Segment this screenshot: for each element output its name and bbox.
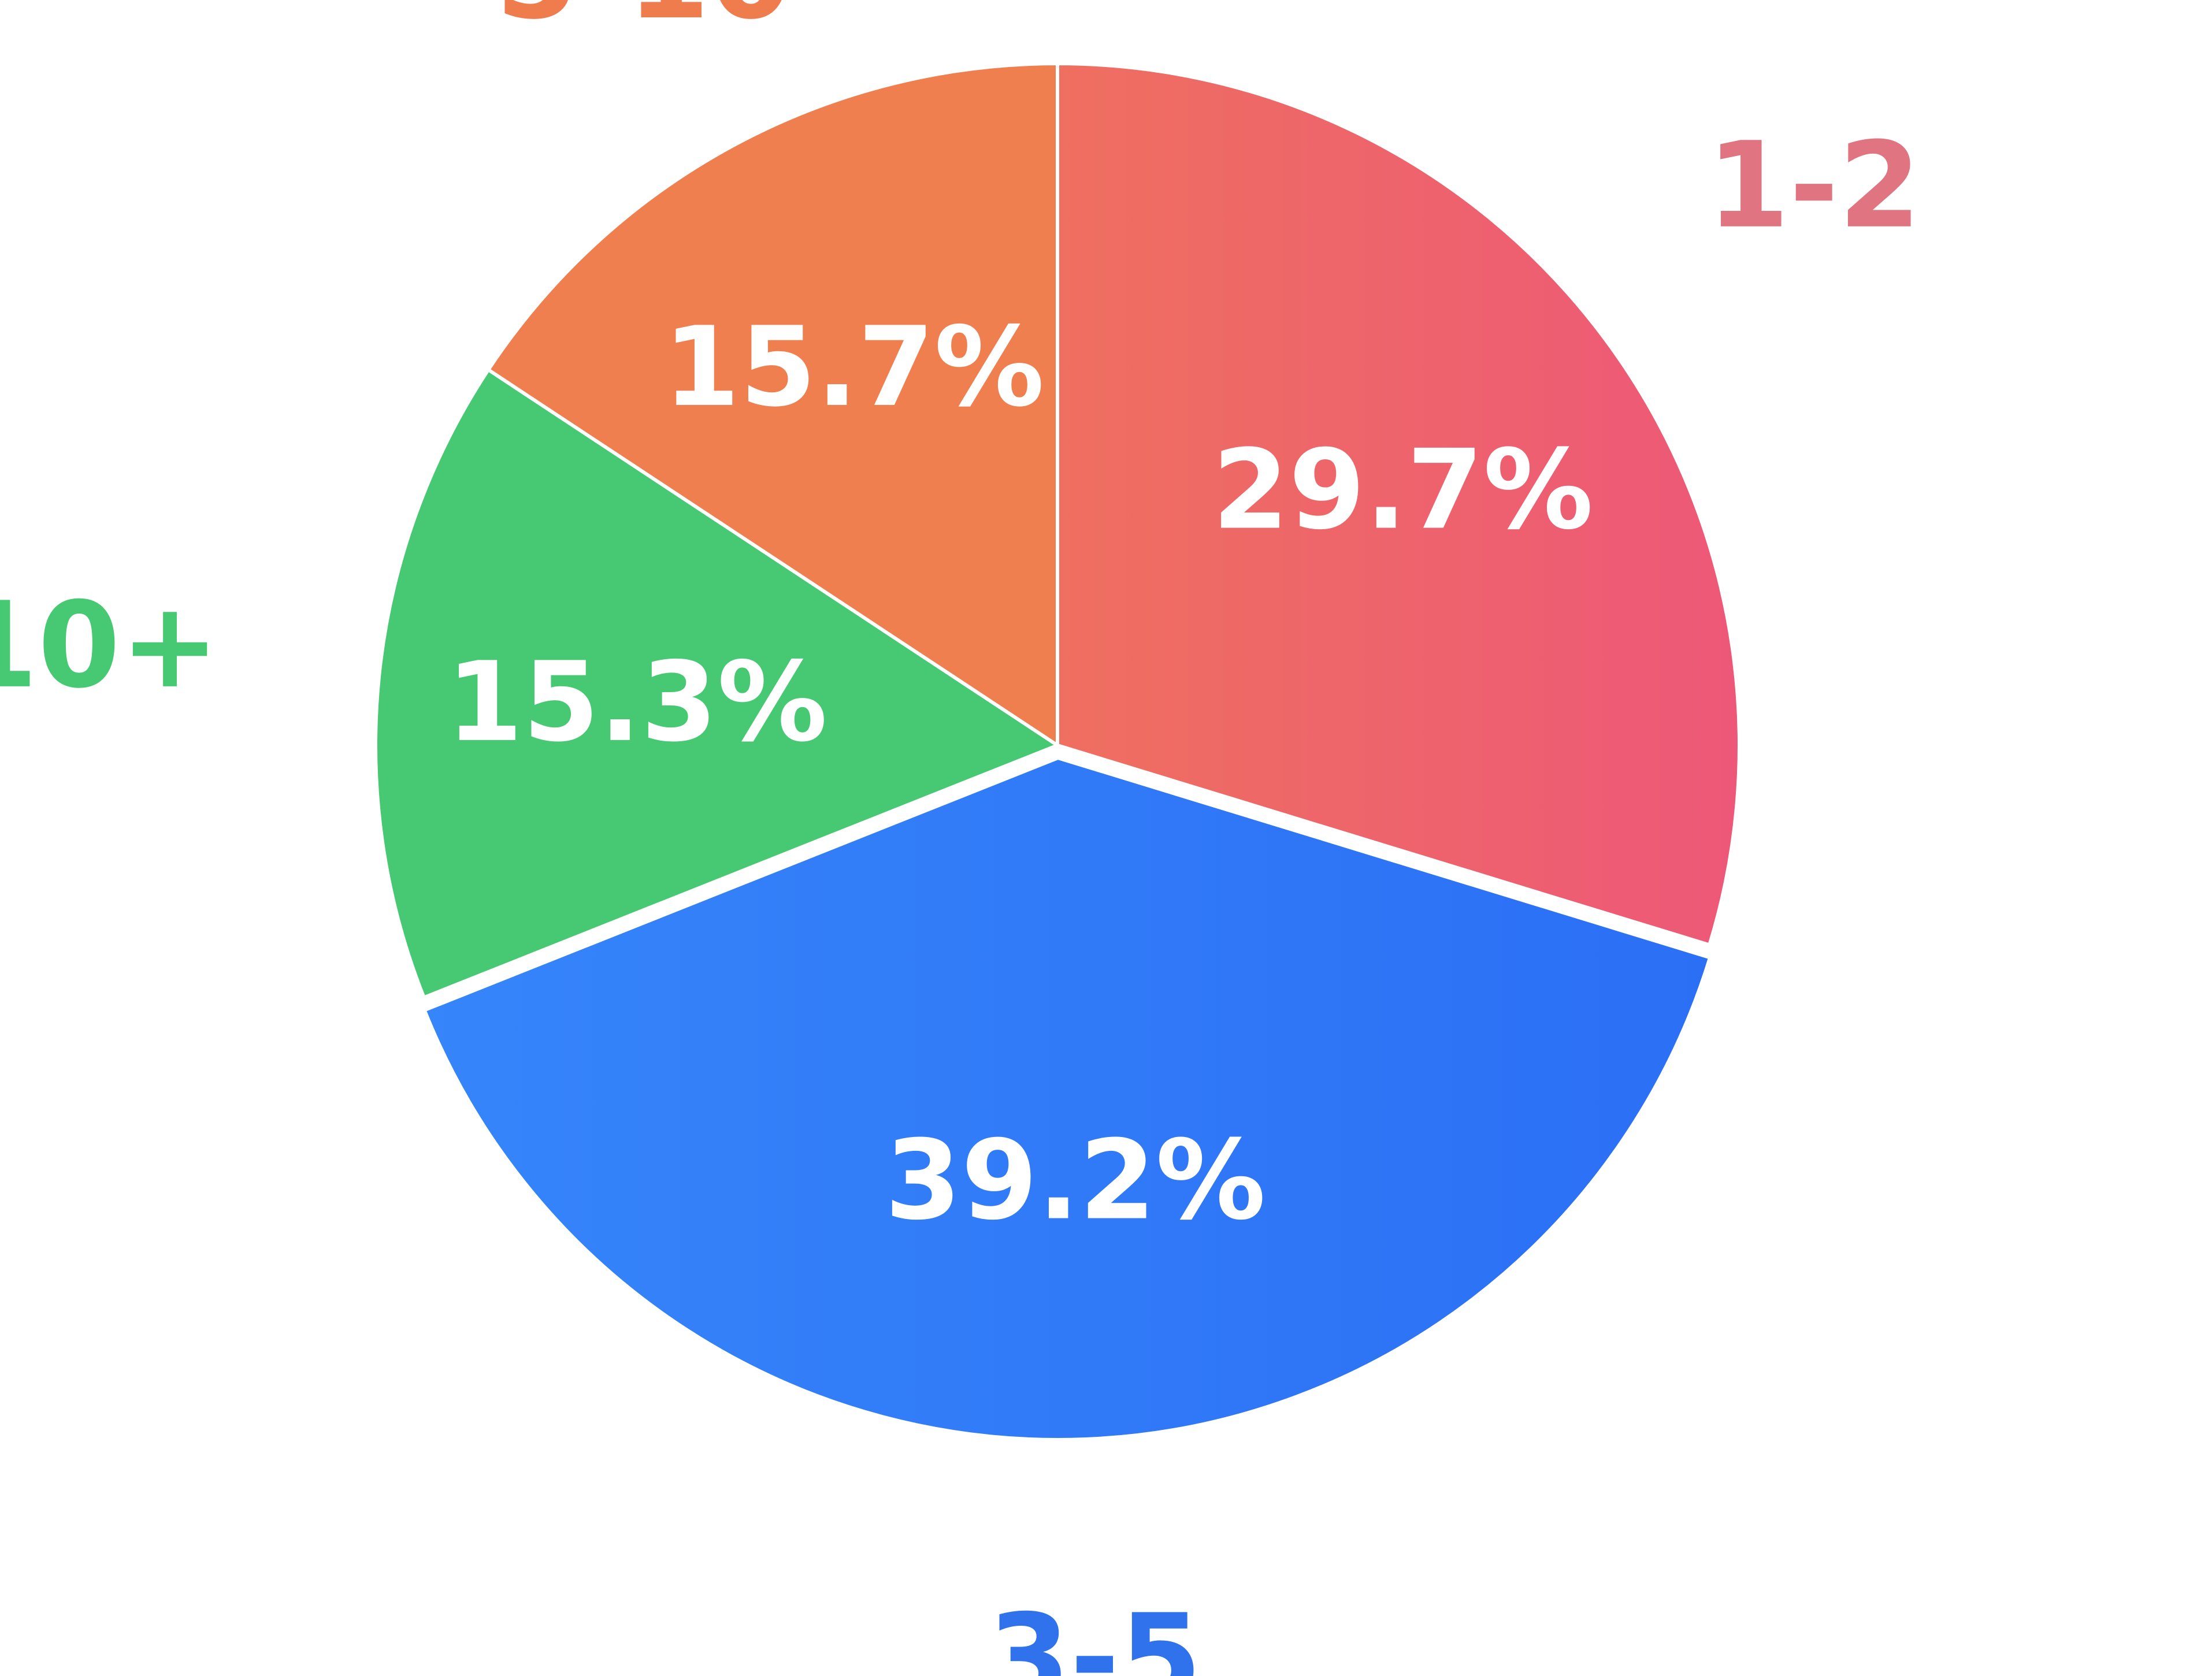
category-label-10-plus: 10+ bbox=[0, 577, 220, 715]
category-labels-layer: 1-2 3-5 10+ 5-10 bbox=[0, 0, 1921, 1676]
value-label-1-2: 29.7% bbox=[1212, 426, 1593, 553]
value-label-10-plus: 15.3% bbox=[447, 638, 827, 766]
category-label-1-2: 1-2 bbox=[1707, 117, 1921, 255]
pie-slice-3-5 bbox=[422, 756, 1712, 1441]
value-labels-layer: 29.7% 39.2% 15.3% 15.7% bbox=[447, 303, 1594, 1244]
category-label-5-10: 5-10 bbox=[496, 0, 792, 46]
pie-slice-5-10 bbox=[487, 62, 1059, 747]
slices-layer bbox=[374, 62, 1741, 1441]
category-label-3-5: 3-5 bbox=[988, 1589, 1201, 1676]
value-label-3-5: 39.2% bbox=[885, 1116, 1265, 1244]
pie-slice-1-2 bbox=[1056, 62, 1741, 947]
value-label-5-10: 15.7% bbox=[663, 303, 1044, 431]
pie-slice-10-plus bbox=[374, 368, 1059, 999]
